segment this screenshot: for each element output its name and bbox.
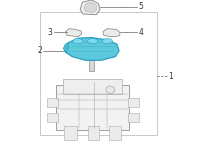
Polygon shape: [103, 29, 120, 37]
FancyBboxPatch shape: [56, 85, 129, 130]
FancyBboxPatch shape: [128, 98, 139, 107]
FancyBboxPatch shape: [64, 126, 77, 140]
Ellipse shape: [88, 39, 98, 44]
Text: 2: 2: [37, 46, 42, 55]
FancyBboxPatch shape: [63, 79, 122, 94]
Ellipse shape: [106, 86, 115, 93]
Ellipse shape: [73, 39, 83, 44]
Polygon shape: [84, 2, 97, 12]
Polygon shape: [65, 37, 119, 60]
Bar: [89, 60, 94, 71]
Text: 4: 4: [139, 28, 143, 37]
Polygon shape: [65, 29, 82, 37]
Text: 3: 3: [47, 28, 52, 37]
Polygon shape: [63, 43, 68, 52]
FancyBboxPatch shape: [47, 98, 58, 107]
Polygon shape: [80, 0, 100, 15]
FancyBboxPatch shape: [109, 126, 121, 140]
Text: 5: 5: [139, 2, 143, 11]
FancyBboxPatch shape: [128, 113, 139, 122]
Bar: [40, 12, 157, 135]
FancyBboxPatch shape: [88, 126, 99, 140]
Text: 1: 1: [168, 72, 173, 81]
FancyBboxPatch shape: [47, 113, 58, 122]
Ellipse shape: [102, 39, 112, 44]
